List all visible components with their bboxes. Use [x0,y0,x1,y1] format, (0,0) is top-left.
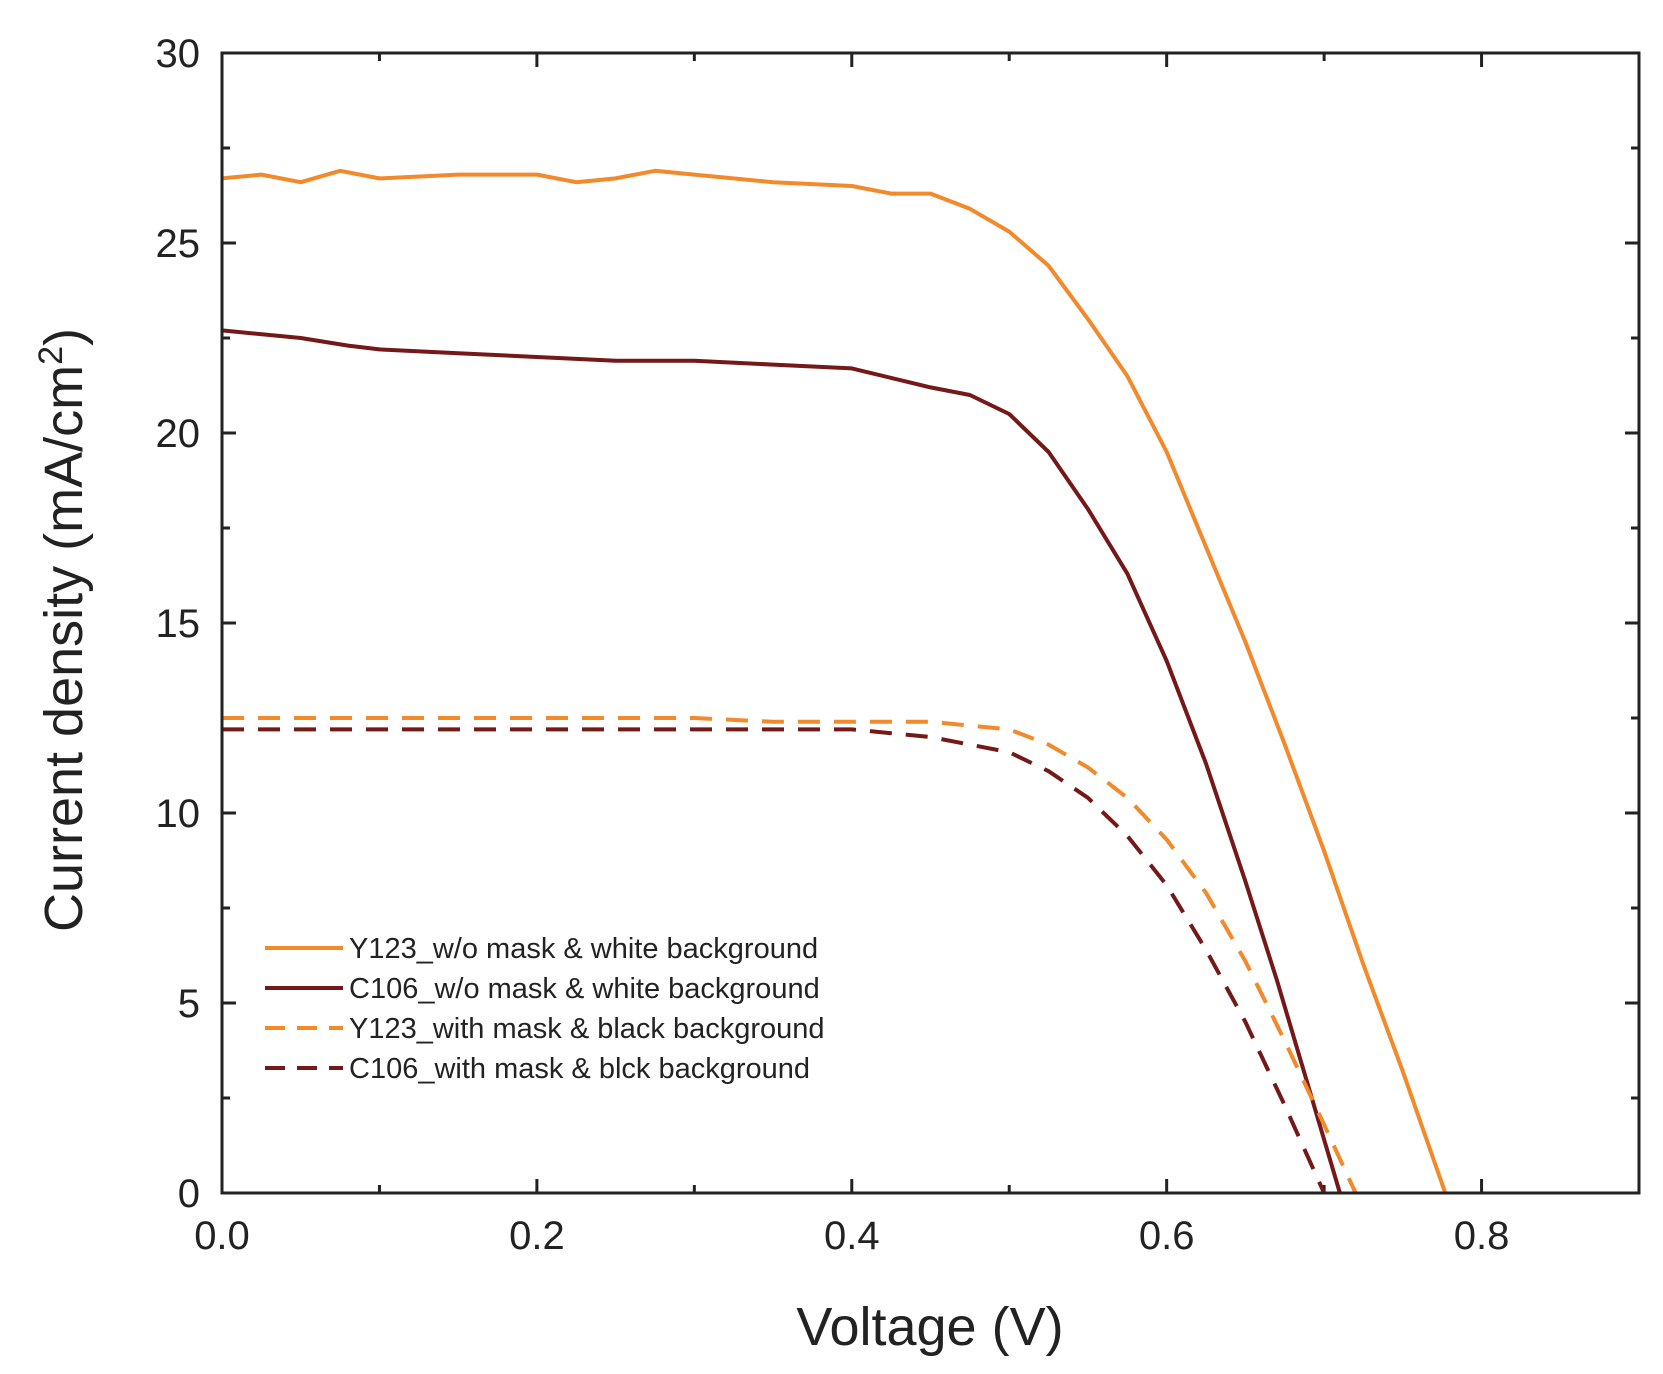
legend-label-4: C106_with mask & blck background [349,1053,810,1085]
legend-label-2: C106_w/o mask & white background [349,973,820,1005]
y-tick-label: 15 [156,602,201,646]
y-tick-label: 30 [156,32,201,76]
series-line-4 [222,727,1326,1194]
y-tick-label: 0 [178,1172,200,1216]
y-tick-label: 5 [178,982,200,1026]
y-axis-title-superscript: 2 [32,346,70,365]
series-line-1 [221,168,1448,1194]
legend: Y123_w/o mask & white background C106_w/o… [265,933,825,1085]
y-axis-title-main: Current density (mA/cm [34,365,94,932]
y-tick-label: 25 [156,222,201,266]
y-tick-labels: 0 5 10 15 20 25 30 [156,32,201,1216]
y-tick-label: 20 [156,412,201,456]
legend-label-1: Y123_w/o mask & white background [349,933,818,965]
series-line-2 [221,328,1342,1194]
plot-frame [220,51,1641,1195]
x-tick-label: 0.4 [824,1214,880,1258]
x-axis-title: Voltage (V) [796,1297,1063,1357]
legend-label-3: Y123_with mask & black background [349,1013,825,1045]
x-tick-label: 0.8 [1454,1214,1510,1258]
y-axis-title: Current density (mA/cm2) [32,328,94,932]
x-tick-label: 0.2 [509,1214,565,1258]
y-tick-label: 10 [156,792,201,836]
x-tick-labels: 0.0 0.2 0.4 0.6 0.8 [194,1214,1509,1258]
plot-series [221,168,1448,1194]
y-axis-title-close: ) [34,328,94,346]
x-tick-label: 0.6 [1139,1214,1195,1258]
x-tick-label: 0.0 [194,1214,250,1258]
